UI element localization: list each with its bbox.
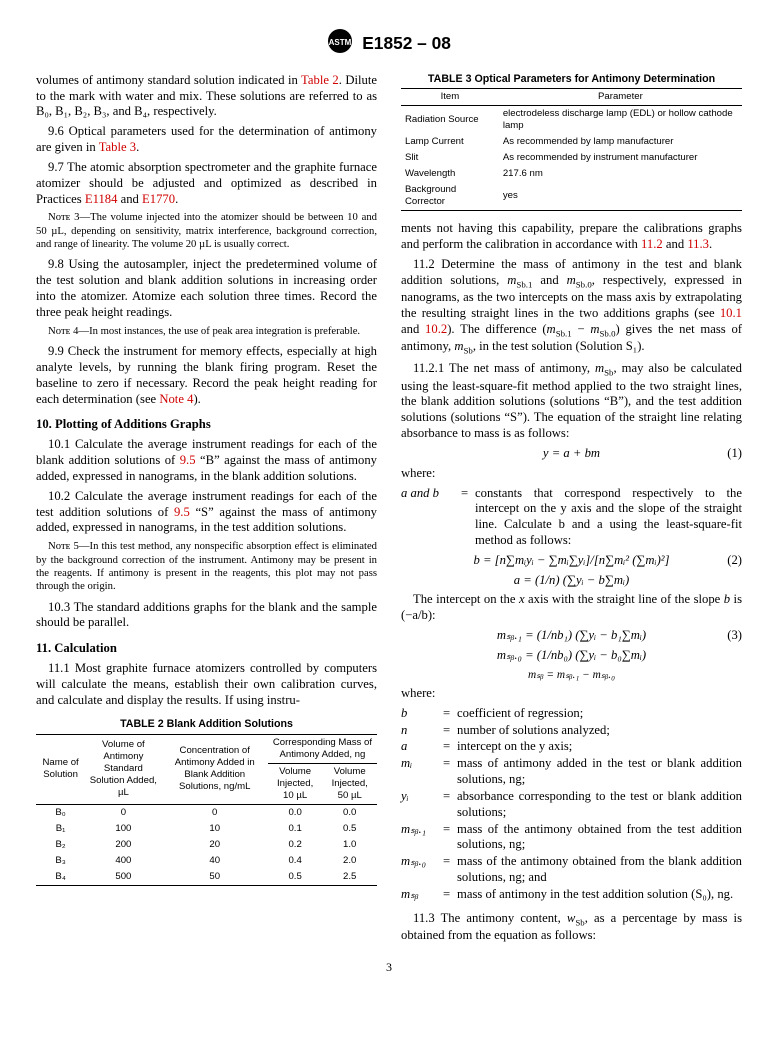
para-11-1-cont: ments not having this capability, prepar… (401, 221, 742, 253)
note-3: Nᴏᴛᴇ 3—The volume injected into the atom… (36, 211, 377, 251)
link-table2[interactable]: Table 2 (301, 73, 339, 87)
equation-2: b = [n∑mᵢyᵢ − ∑mᵢ∑yᵢ]/[n∑mᵢ² (∑mᵢ)²](2) (401, 553, 742, 569)
table-row: B₂200200.21.0 (36, 837, 377, 853)
para-11-1: 11.1 Most graphite furnace atomizers con… (36, 661, 377, 708)
equation-3: mₛᵦ.₁ = (1/nb₁) (∑yᵢ − b₁∑mᵢ)(3) (401, 628, 742, 644)
equation-3a: mₛᵦ.₀ = (1/nb₀) (∑yᵢ − b₀∑mᵢ) (401, 648, 742, 664)
where-row: b=coefficient of regression; (401, 706, 742, 722)
section-11-head: 11. Calculation (36, 641, 377, 657)
table-row: B₀000.00.0 (36, 804, 377, 820)
link-9-5b[interactable]: 9.5 (174, 505, 190, 519)
para-11-2: 11.2 Determine the mass of antimony in t… (401, 257, 742, 357)
table-2: Name of Solution Volume of Antimony Stan… (36, 734, 377, 886)
para-9-5-cont: volumes of antimony standard solution in… (36, 73, 377, 120)
where-row: a=intercept on the y axis; (401, 739, 742, 755)
table-row: B₄500500.52.5 (36, 869, 377, 885)
where-row: n=number of solutions analyzed; (401, 723, 742, 739)
where-row: yᵢ=absorbance corresponding to the test … (401, 789, 742, 821)
link-9-5a[interactable]: 9.5 (180, 453, 196, 467)
t2-h-name: Name of Solution (36, 734, 85, 804)
para-intercept: The intercept on the x axis with the str… (401, 592, 742, 624)
t2-h-10: Volume Injected, 10 µL (268, 763, 323, 804)
note-5: Nᴏᴛᴇ 5—In this test method, any nonspeci… (36, 540, 377, 593)
para-10-3: 10.3 The standard additions graphs for t… (36, 600, 377, 632)
para-9-8: 9.8 Using the autosampler, inject the pr… (36, 257, 377, 320)
para-11-3: 11.3 The antimony content, wSb, as a per… (401, 911, 742, 944)
link-11-2[interactable]: 11.2 (641, 237, 663, 251)
t2-h-conc: Concentration of Antimony Added in Blank… (162, 734, 268, 804)
link-table3[interactable]: Table 3 (99, 140, 136, 154)
body-columns: volumes of antimony standard solution in… (36, 73, 742, 944)
where-row: mₛᵦ.₁=mass of the antimony obtained from… (401, 822, 742, 854)
table-row: SlitAs recommended by instrument manufac… (401, 150, 742, 166)
where-label-1: where: (401, 466, 742, 482)
equation-2a: a = (1/n) (∑yᵢ − b∑mᵢ) (401, 573, 742, 589)
para-9-9: 9.9 Check the instrument for memory effe… (36, 344, 377, 407)
para-11-2-1: 11.2.1 The net mass of antimony, mSb, ma… (401, 361, 742, 442)
table-2-wrap: TABLE 2 Blank Addition Solutions Name of… (36, 718, 377, 885)
equation-1: y = a + bm(1) (401, 446, 742, 462)
table-row: Background Correctoryes (401, 182, 742, 210)
link-10-2[interactable]: 10.2 (425, 322, 447, 336)
where-row: mₛᵦ.₀=mass of the antimony obtained from… (401, 854, 742, 886)
para-10-2: 10.2 Calculate the average instrument re… (36, 489, 377, 536)
link-e1770[interactable]: E1770 (142, 192, 175, 206)
link-11-3[interactable]: 11.3 (687, 237, 709, 251)
t3-h-item: Item (401, 89, 499, 106)
para-10-1: 10.1 Calculate the average instrument re… (36, 437, 377, 484)
t2-h-mass: Corresponding Mass of Antimony Added, ng (268, 734, 377, 763)
equation-3b: mₛᵦ = mₛᵦ.₁ − mₛᵦ.₀ (401, 668, 742, 682)
t2-h-50: Volume Injected, 50 µL (322, 763, 377, 804)
svg-text:ASTM: ASTM (329, 38, 352, 47)
link-e1184[interactable]: E1184 (85, 192, 118, 206)
where-ab: a and b = constants that correspond resp… (401, 486, 742, 549)
table-row: B₃400400.42.0 (36, 853, 377, 869)
table-row: Lamp CurrentAs recommended by lamp manuf… (401, 134, 742, 150)
t3-h-param: Parameter (499, 89, 742, 106)
para-9-7: 9.7 The atomic absorption spectrometer a… (36, 160, 377, 207)
astm-logo: ASTM (327, 28, 353, 59)
t2-h-vol: Volume of Antimony Standard Solution Add… (85, 734, 161, 804)
table-row: Radiation Sourceelectrodeless discharge … (401, 106, 742, 134)
table-3-title: TABLE 3 Optical Parameters for Antimony … (401, 73, 742, 86)
where-list: b=coefficient of regression; n=number of… (401, 706, 742, 903)
link-note4[interactable]: Note 4 (159, 392, 193, 406)
page-header: ASTM E1852 – 08 (36, 28, 742, 59)
doc-id: E1852 – 08 (362, 33, 451, 55)
table-2-title: TABLE 2 Blank Addition Solutions (36, 718, 377, 731)
para-9-6: 9.6 Optical parameters used for the dete… (36, 124, 377, 156)
note-4: Nᴏᴛᴇ 4—In most instances, the use of pea… (36, 325, 377, 338)
where-row: mᵢ=mass of antimony added in the test or… (401, 756, 742, 788)
table-row: Wavelength217.6 nm (401, 166, 742, 182)
link-10-1[interactable]: 10.1 (720, 306, 742, 320)
where-label-2: where: (401, 686, 742, 702)
section-10-head: 10. Plotting of Additions Graphs (36, 417, 377, 433)
where-row: mₛᵦ=mass of antimony in the test additio… (401, 887, 742, 903)
page-number: 3 (36, 960, 742, 975)
table-3: Item Parameter Radiation Sourceelectrode… (401, 88, 742, 211)
table-3-wrap: TABLE 3 Optical Parameters for Antimony … (401, 73, 742, 211)
table-row: B₁100100.10.5 (36, 821, 377, 837)
